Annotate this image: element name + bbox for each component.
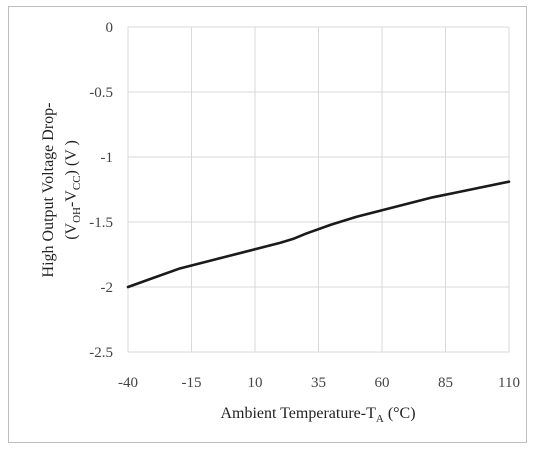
y-axis-title-line2: (VOH-VCC) (V ) — [63, 140, 83, 240]
x-tick-label: 110 — [498, 375, 520, 391]
grid-lines — [127, 26, 510, 353]
x-tick-label: 10 — [248, 375, 263, 391]
x-tick-label: 60 — [375, 375, 390, 391]
y-tick-label: -2 — [101, 280, 114, 296]
x-tick-label: 35 — [311, 375, 326, 391]
y-axis-title-line1: High Output Voltage Drop- — [40, 103, 57, 278]
x-tick-label: -40 — [118, 375, 138, 391]
x-tick-labels: -40 -15 10 35 60 85 110 — [118, 375, 520, 391]
y-tick-label: -0.5 — [89, 85, 113, 101]
y-axis-title: High Output Voltage Drop- (VOH-VCC) (V ) — [40, 103, 83, 278]
chart-frame — [8, 6, 527, 443]
y-tick-label: -1 — [101, 150, 114, 166]
x-tick-label: -15 — [182, 375, 202, 391]
y-tick-label: -2.5 — [89, 345, 113, 361]
x-tick-label: 85 — [438, 375, 453, 391]
series-line — [126, 180, 511, 289]
y-tick-label: -1.5 — [89, 215, 113, 231]
y-tick-labels: 0 -0.5 -1 -1.5 -2 -2.5 — [89, 20, 113, 361]
x-axis-title: Ambient Temperature-TA (°C) — [220, 405, 415, 425]
y-tick-label: 0 — [106, 20, 114, 36]
